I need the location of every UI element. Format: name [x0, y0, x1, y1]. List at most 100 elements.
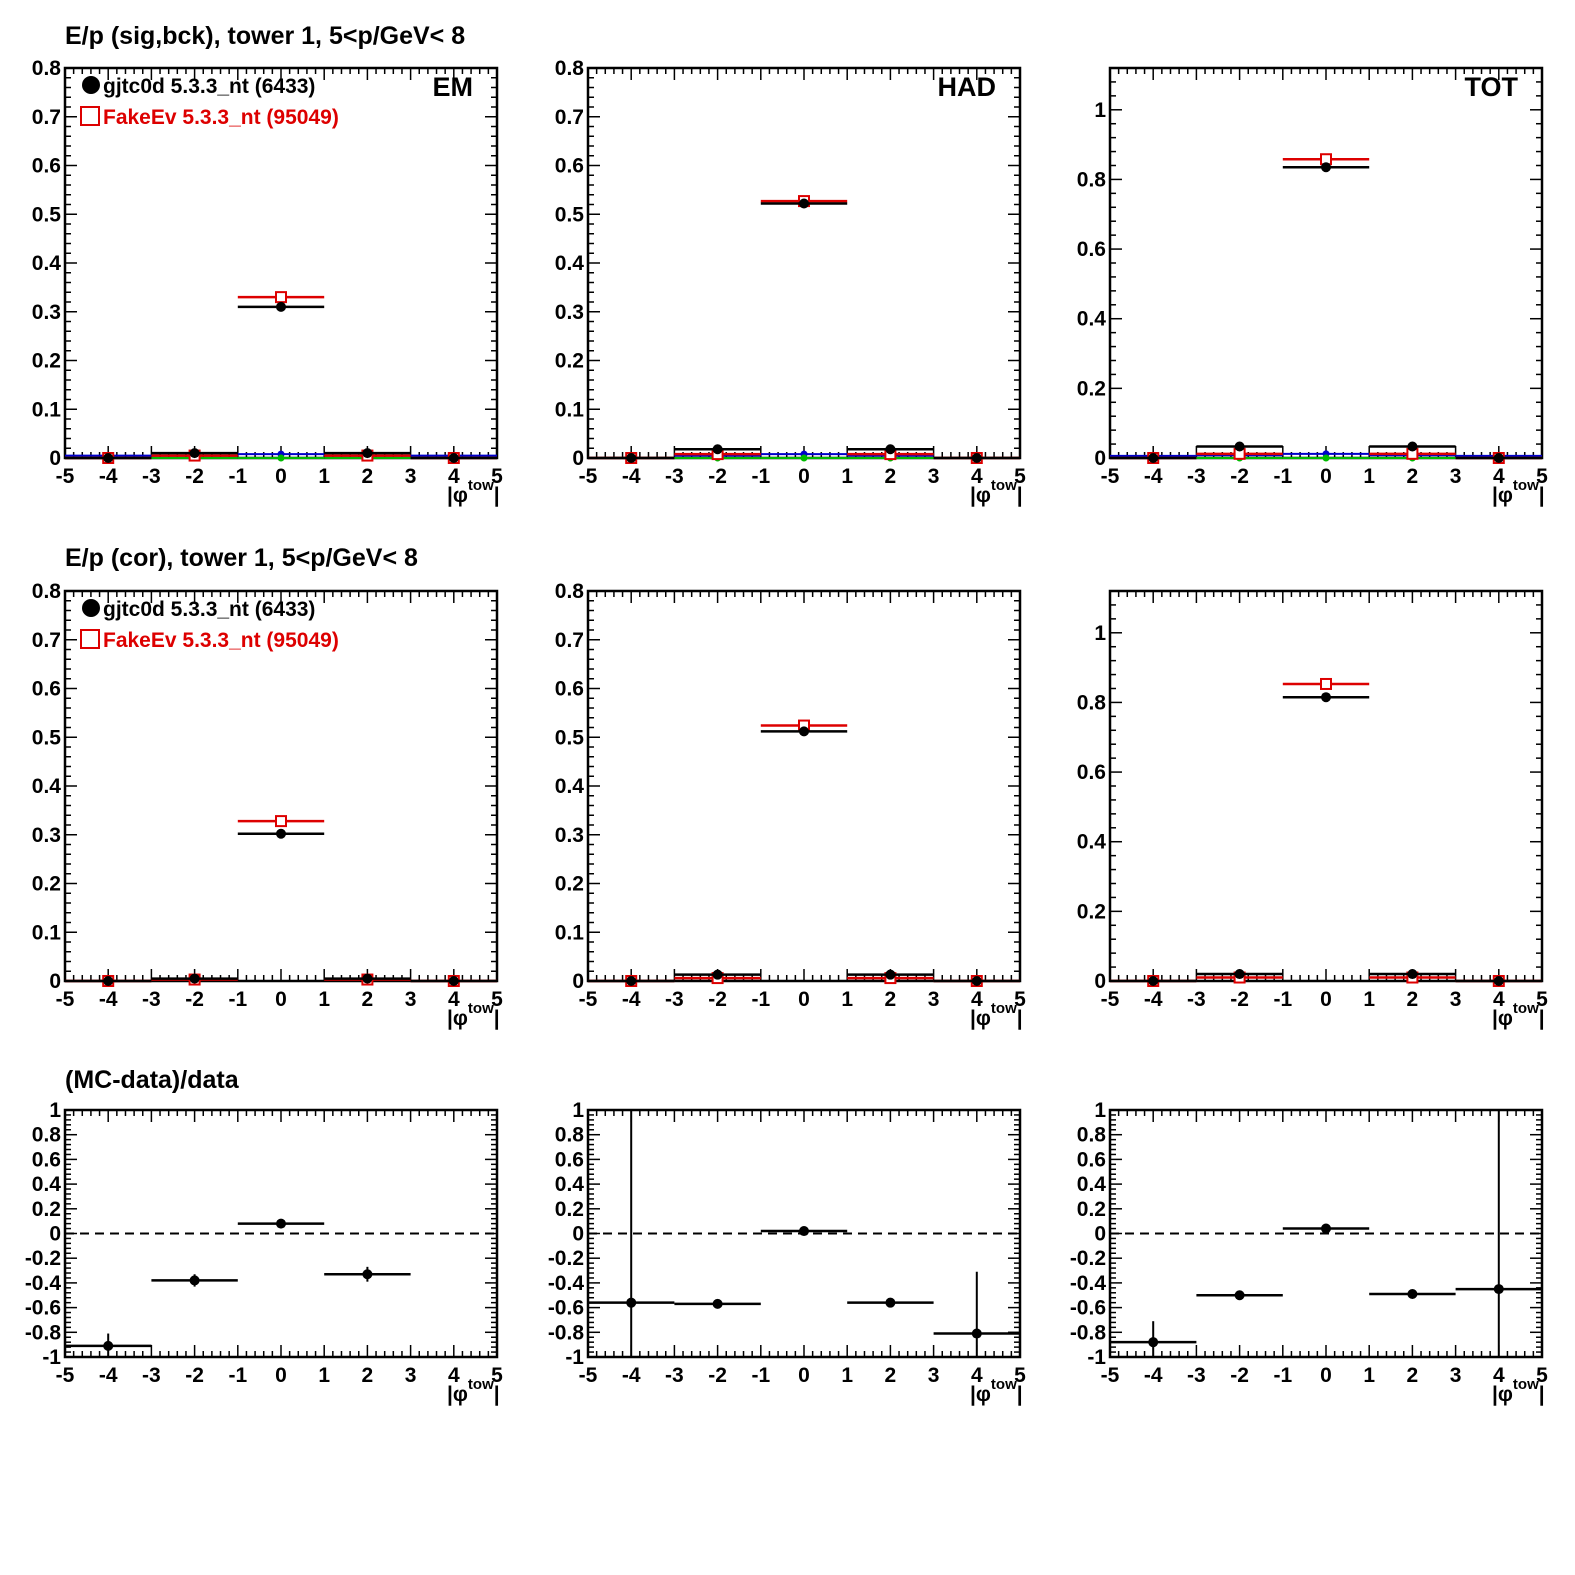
x-tick-label: 2	[362, 1364, 374, 1387]
y-tick-label: -0.4	[548, 1272, 585, 1295]
x-tick-label: 3	[405, 1364, 417, 1387]
x-tick-label: -2	[1230, 1364, 1249, 1387]
legend-marker	[80, 106, 100, 126]
data-point-marker	[1148, 453, 1159, 463]
y-tick-label: 0.7	[555, 629, 584, 652]
plot-frame	[1108, 589, 1544, 983]
y-tick-label: 0.8	[32, 580, 62, 603]
x-tick-label: -2	[708, 465, 727, 488]
y-tick-label: 0.4	[1077, 308, 1107, 331]
y-tick-label: 0.8	[32, 1124, 62, 1147]
x-tick-label: -5	[579, 988, 598, 1011]
x-tick-label: -3	[665, 1364, 684, 1387]
data-point-marker	[1407, 1289, 1418, 1300]
x-tick-label: -5	[579, 1364, 598, 1387]
x-tick-label: 5	[491, 465, 503, 488]
legend-label: FakeEv 5.3.3_nt (95049)	[103, 629, 339, 652]
panel-label: HAD	[938, 72, 997, 102]
y-tick-label: 0.4	[1077, 1173, 1107, 1196]
data-point-marker	[1321, 692, 1331, 703]
y-tick-label: 0.3	[555, 301, 584, 324]
y-tick-label: 0.2	[1077, 377, 1106, 400]
y-tick-label: -0.2	[1070, 1247, 1106, 1270]
y-tick-label: 0.7	[555, 106, 584, 129]
x-tick-label: -2	[185, 465, 204, 488]
row-title-3: (MC-data)/data	[65, 1066, 240, 1094]
data-point-marker	[276, 828, 286, 839]
data-point-marker	[362, 1269, 373, 1280]
y-tick-label: 0.4	[1077, 831, 1107, 854]
x-tick-label: -3	[1187, 465, 1206, 488]
y-tick-label: 0.8	[555, 57, 585, 80]
y-tick-label: -0.6	[25, 1297, 61, 1320]
data-point-marker	[362, 448, 373, 459]
y-tick-label: 0.8	[32, 57, 62, 80]
x-tick-label: -4	[1144, 988, 1163, 1011]
x-tick-label: -5	[1101, 465, 1120, 488]
y-tick-label: 0.6	[1077, 761, 1106, 784]
legend-marker	[82, 599, 100, 617]
x-tick-label: -3	[665, 988, 684, 1011]
y-tick-label: 0.6	[1077, 1148, 1106, 1171]
y-tick-label: 0.5	[555, 726, 585, 749]
x-tick-label: -4	[622, 1364, 641, 1387]
data-point-marker	[799, 1226, 809, 1237]
y-tick-label: 0.6	[32, 155, 61, 178]
plot-frame	[1108, 66, 1544, 460]
y-tick-label: 0.8	[1077, 168, 1107, 191]
data-point-marker	[712, 969, 723, 980]
x-tick-label: 5	[491, 1364, 503, 1387]
data-point-marker	[626, 453, 637, 463]
data-point-marker	[276, 1218, 286, 1229]
data-point-marker	[971, 453, 982, 463]
x-tick-label: 2	[362, 988, 374, 1011]
x-tick-label: 2	[1407, 465, 1419, 488]
y-tick-label: -0.2	[548, 1247, 584, 1270]
x-tick-label: -4	[99, 1364, 118, 1387]
data-point-marker	[885, 1297, 896, 1308]
x-tick-label: 4	[971, 465, 983, 488]
y-tick-label: 0.6	[32, 1148, 61, 1171]
data-point-marker	[189, 1275, 200, 1286]
y-tick-label: 0.7	[32, 629, 61, 652]
x-tick-label: 0	[798, 988, 810, 1011]
x-tick-label: -1	[751, 1364, 770, 1387]
data-point-marker	[1234, 969, 1245, 980]
x-tick-label: 1	[1363, 465, 1375, 488]
y-tick-label: 0.4	[32, 252, 62, 275]
y-tick-label: 0.6	[32, 678, 61, 701]
x-tick-label: -1	[1273, 465, 1292, 488]
panel-1-0: -5 -4 -3 -2 -1 0 1 2 3 4 5 0 0.1 0.2 0.3 0.4 0.5 0.6 0.7 0.…	[32, 580, 503, 1030]
data-point-marker	[885, 444, 896, 455]
x-tick-label: 1	[841, 1364, 853, 1387]
data-point-marker	[189, 448, 200, 459]
x-tick-label: 3	[928, 988, 940, 1011]
x-tick-label: 4	[448, 465, 460, 488]
y-tick-label: 0.2	[555, 350, 584, 373]
x-tick-label: 5	[1536, 465, 1548, 488]
legend-label: gjtc0d 5.3.3_nt (6433)	[103, 75, 315, 98]
x-tick-label: 4	[971, 988, 983, 1011]
x-tick-label: -1	[1273, 988, 1292, 1011]
y-tick-label: -0.6	[548, 1297, 584, 1320]
x-tick-label: 5	[1536, 988, 1548, 1011]
data-point-marker	[1407, 969, 1418, 980]
panel-1-1: -5 -4 -3 -2 -1 0 1 2 3 4 5 0 0.1 0.2 0.3 0.4 0.5 0.6 0.7 0.…	[555, 580, 1026, 1030]
x-tick-label: -2	[185, 1364, 204, 1387]
plot-frame	[586, 66, 1022, 460]
y-tick-label: 0.1	[32, 921, 62, 944]
x-tick-label: -4	[99, 465, 118, 488]
data-point-marker	[1321, 162, 1331, 173]
y-tick-label: -0.8	[548, 1321, 585, 1344]
x-tick-label: -4	[99, 988, 118, 1011]
x-tick-label: 5	[1536, 1364, 1548, 1387]
y-tick-label: 0.6	[555, 155, 584, 178]
data-point-marker	[1321, 1223, 1331, 1234]
x-tick-label: -2	[1230, 988, 1249, 1011]
data-point-marker	[1493, 1284, 1504, 1295]
x-tick-label: 4	[448, 988, 460, 1011]
y-tick-label: -0.4	[25, 1272, 62, 1295]
y-tick-label: 0	[1094, 447, 1106, 470]
x-tick-label: 0	[1320, 988, 1332, 1011]
